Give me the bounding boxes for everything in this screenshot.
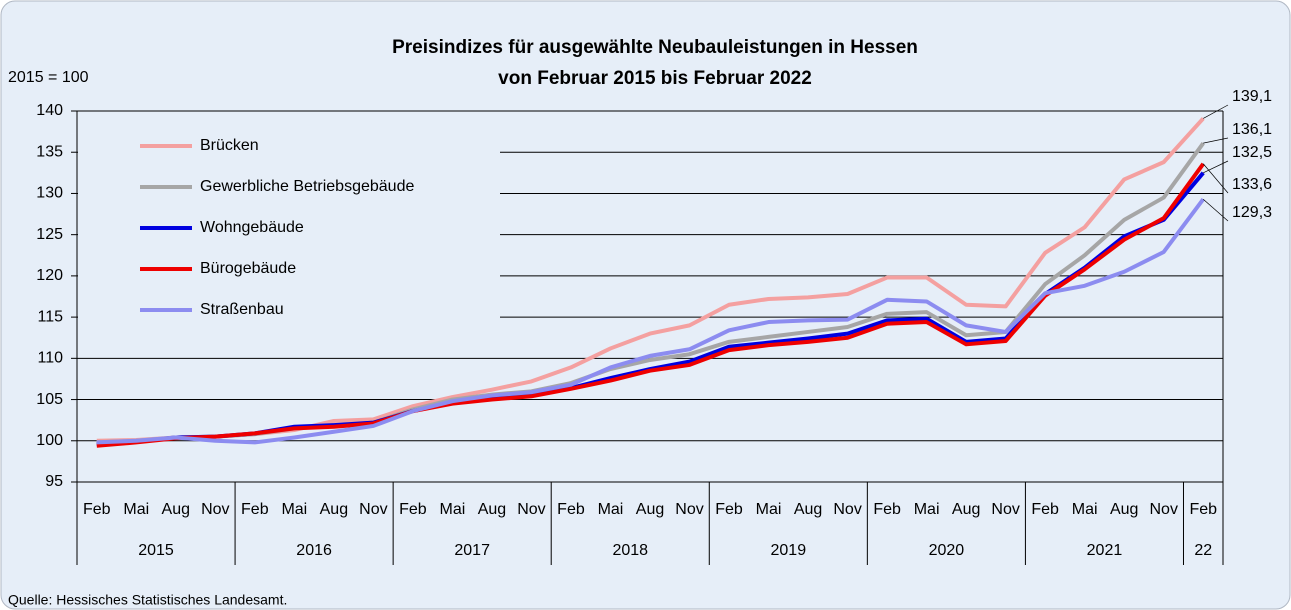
x-tick-label: Feb xyxy=(241,501,269,518)
year-label: 2016 xyxy=(296,542,332,559)
legend-label: Brücken xyxy=(200,137,259,154)
leader-line xyxy=(1203,160,1229,174)
x-tick-label: Mai xyxy=(914,501,940,518)
leader-line xyxy=(1203,137,1229,144)
x-tick-label: Feb xyxy=(557,501,585,518)
source: Quelle: Hessisches Statistisches Landesa… xyxy=(8,592,287,608)
x-tick-label: Mai xyxy=(1072,501,1098,518)
legend-label: Bürogebäude xyxy=(200,260,296,277)
y-tick-label: 115 xyxy=(37,308,63,325)
x-tick-label: Feb xyxy=(83,501,111,518)
x-tick-label: Aug xyxy=(320,501,348,518)
x-tick-label: Mai xyxy=(440,501,466,518)
data-label: 136,1 xyxy=(1232,121,1272,138)
y-tick-label: 140 xyxy=(36,102,63,119)
leader-line xyxy=(1202,163,1229,194)
leader-line xyxy=(1203,198,1229,222)
y-tick-label: 135 xyxy=(36,143,63,160)
series-line xyxy=(96,162,1205,448)
chart-title: Preisindizes für ausgewählte Neubauleist… xyxy=(392,37,918,58)
y-axis-label: 2015 = 100 xyxy=(8,69,89,86)
x-tick-label: Feb xyxy=(399,501,427,518)
x-tick-label: Feb xyxy=(715,501,743,518)
x-tick-label: Aug xyxy=(1110,501,1138,518)
x-tick-label: Feb xyxy=(1031,501,1059,518)
x-tick-label: Nov xyxy=(991,501,1019,518)
x-tick-label: Aug xyxy=(162,501,190,518)
year-label: 2019 xyxy=(771,542,807,559)
legend-label: Gewerbliche Betriebsgebäude xyxy=(200,178,414,195)
x-tick-label: Nov xyxy=(517,501,545,518)
data-label: 129,3 xyxy=(1232,204,1272,221)
y-tick-label: 125 xyxy=(36,226,63,243)
y-tick-label: 130 xyxy=(36,185,63,202)
year-label: 2020 xyxy=(929,542,965,559)
year-label: 2015 xyxy=(138,542,174,559)
series-line xyxy=(96,198,1205,445)
x-tick-label: Nov xyxy=(1149,501,1177,518)
x-tick-label: Feb xyxy=(1189,501,1217,518)
leader-line xyxy=(1203,104,1229,119)
x-tick-label: Aug xyxy=(794,501,822,518)
legend-label: Wohngebäude xyxy=(200,219,304,236)
x-tick-label: Aug xyxy=(636,501,664,518)
chart-subtitle: von Februar 2015 bis Februar 2022 xyxy=(498,68,812,89)
x-tick-label: Nov xyxy=(675,501,703,518)
x-tick-label: Aug xyxy=(952,501,980,518)
year-label: 2021 xyxy=(1087,542,1123,559)
y-tick-label: 105 xyxy=(36,391,63,408)
x-tick-label: Feb xyxy=(873,501,901,518)
data-label: 132,5 xyxy=(1232,144,1272,161)
y-tick-label: 100 xyxy=(36,432,63,449)
y-tick-label: 110 xyxy=(37,350,63,367)
x-tick-label: Nov xyxy=(201,501,229,518)
year-label: 2018 xyxy=(612,542,648,559)
x-tick-label: Mai xyxy=(598,501,624,518)
year-label: 2017 xyxy=(454,542,490,559)
data-label: 139,1 xyxy=(1232,88,1272,105)
data-label: 133,6 xyxy=(1232,176,1272,193)
year-label: 22 xyxy=(1194,542,1212,559)
x-tick-label: Nov xyxy=(359,501,387,518)
x-tick-label: Mai xyxy=(756,501,782,518)
x-tick-label: Nov xyxy=(833,501,861,518)
y-tick-label: 120 xyxy=(36,267,63,284)
x-tick-label: Aug xyxy=(478,501,506,518)
legend-label: Straßenbau xyxy=(200,301,284,318)
x-tick-label: Mai xyxy=(123,501,149,518)
x-tick-label: Mai xyxy=(281,501,307,518)
y-tick-label: 95 xyxy=(45,473,63,490)
